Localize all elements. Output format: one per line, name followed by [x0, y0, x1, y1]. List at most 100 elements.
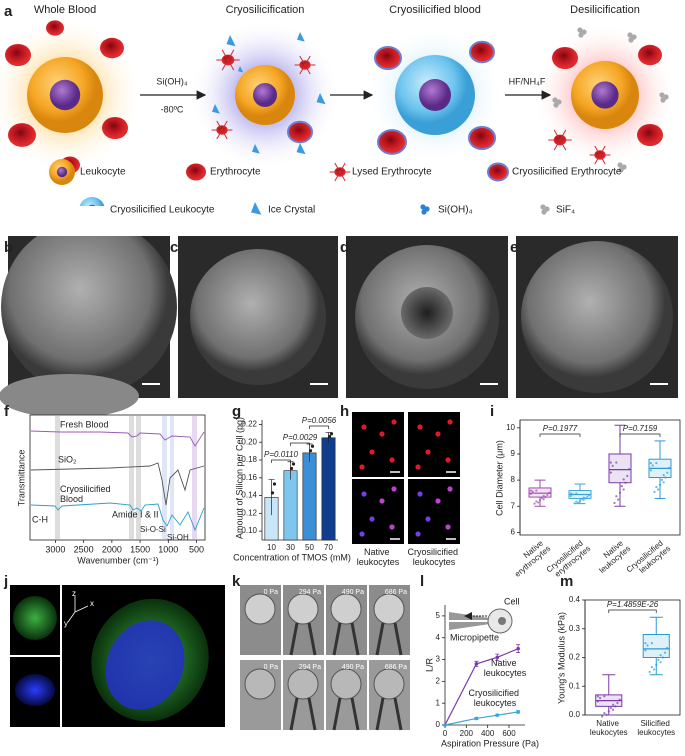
group-label: Cryosilicified leukocytes [407, 547, 460, 567]
cell-spot [435, 498, 441, 504]
pressure-label: 294 Pa [299, 664, 321, 671]
cell-spot [359, 531, 365, 537]
jitter-dot [659, 654, 662, 657]
gap [0, 229, 685, 236]
cell-spot [379, 498, 385, 504]
legend-label: Erythrocyte [210, 167, 261, 178]
jitter-dot [622, 478, 625, 481]
jitter-dot [542, 498, 545, 501]
y-tick-label: 3 [436, 655, 441, 664]
legend-label: SiF₄ [556, 205, 575, 216]
erythrocyte [638, 44, 662, 66]
trace-label: Fresh Blood [60, 419, 109, 429]
lysis [304, 64, 311, 75]
x-tick-label: 50 [305, 543, 314, 552]
erythrocyte [287, 120, 313, 144]
ice-crystal [316, 93, 326, 105]
lysis [599, 154, 606, 165]
jitter-dot [569, 494, 572, 498]
jitter-dot [546, 493, 549, 497]
p-value: P=0.0056 [302, 416, 337, 425]
error-bar [325, 432, 332, 444]
molecule [617, 162, 623, 168]
p-value: P=1.4859E-26 [607, 600, 659, 609]
molecule [577, 27, 583, 33]
cell-spot [445, 524, 451, 530]
y-tick-label: 6 [511, 527, 516, 536]
panel-label: d [340, 239, 349, 256]
panel-label: g [232, 403, 241, 420]
cell-spot [369, 449, 375, 455]
y-tick-label: 0.22 [241, 420, 257, 429]
pressure-label: 686 Pa [385, 589, 407, 596]
x-tick-label: 1000 [158, 544, 178, 554]
y-axis-label: Transmittance [16, 450, 26, 507]
legend-label: Si(OH)₄ [438, 205, 473, 216]
band-label: Si-OH [167, 533, 189, 542]
group-label: Native leukocytes [357, 547, 400, 567]
box [608, 453, 632, 484]
cell [521, 241, 673, 393]
cell-spot [359, 464, 365, 470]
nucleus [419, 79, 451, 111]
error-bar [268, 479, 275, 516]
lysis [559, 129, 567, 141]
lysis [216, 129, 223, 140]
x-tick-label: 2500 [74, 544, 94, 554]
band [55, 416, 60, 539]
cell [1, 219, 177, 395]
axis-glyph-label: z [72, 589, 76, 598]
cell-spot [425, 516, 431, 522]
cell-spot [379, 431, 385, 437]
jitter-dot [648, 670, 651, 673]
jitter-dot [620, 485, 623, 488]
trace-label: Cryosilicified Blood [60, 484, 113, 504]
y-tick-label: 0 [436, 720, 441, 729]
lysis [299, 55, 306, 66]
band [129, 416, 134, 539]
jitter-dot [657, 658, 660, 661]
molecule [618, 167, 624, 173]
jitter-dot [611, 464, 614, 467]
x-tick-label: 0 [443, 729, 448, 738]
point [474, 662, 479, 666]
lysis [559, 139, 567, 151]
molecule [540, 204, 546, 210]
cell-spot [445, 457, 451, 463]
cell [373, 668, 405, 700]
pipette [375, 697, 403, 731]
jitter-dot [652, 668, 656, 671]
cell-spot [389, 524, 395, 530]
jitter-dot [615, 461, 618, 464]
jitter-dot [601, 715, 604, 718]
jitter-dot [651, 464, 654, 467]
legend-label: Lysed Erythrocyte [352, 167, 432, 178]
cell-spot [425, 449, 431, 455]
x-tick-label: Native leukocytes [590, 719, 628, 737]
panel-label: j [3, 573, 8, 590]
lysis [221, 59, 229, 71]
cell-spot [415, 464, 421, 470]
y-tick-label: 0.14 [241, 491, 257, 500]
y-tick-label: 9 [511, 449, 516, 458]
annotation: Micropipette [450, 632, 499, 642]
lysis [299, 64, 306, 75]
band [192, 416, 197, 539]
jitter-dot [613, 501, 616, 505]
x-tick-label: 400 [481, 729, 495, 738]
band-label: C-H [32, 514, 48, 524]
replicate-dot [272, 482, 277, 486]
molecule [628, 37, 634, 43]
x-axis-label: Aspiration Pressure (Pa) [441, 738, 539, 748]
lysis [334, 162, 341, 173]
pressure-label: 0 Pa [264, 664, 279, 671]
erythrocyte [186, 163, 206, 181]
jitter-dot [655, 485, 658, 489]
point [474, 716, 479, 721]
y-tick-label: 7 [511, 501, 516, 510]
legend-label: Cryosilicified Leukocyte [110, 205, 215, 216]
lysis [216, 120, 223, 131]
cell-spot [361, 424, 367, 430]
nucleus [49, 79, 81, 111]
bar [321, 437, 336, 541]
